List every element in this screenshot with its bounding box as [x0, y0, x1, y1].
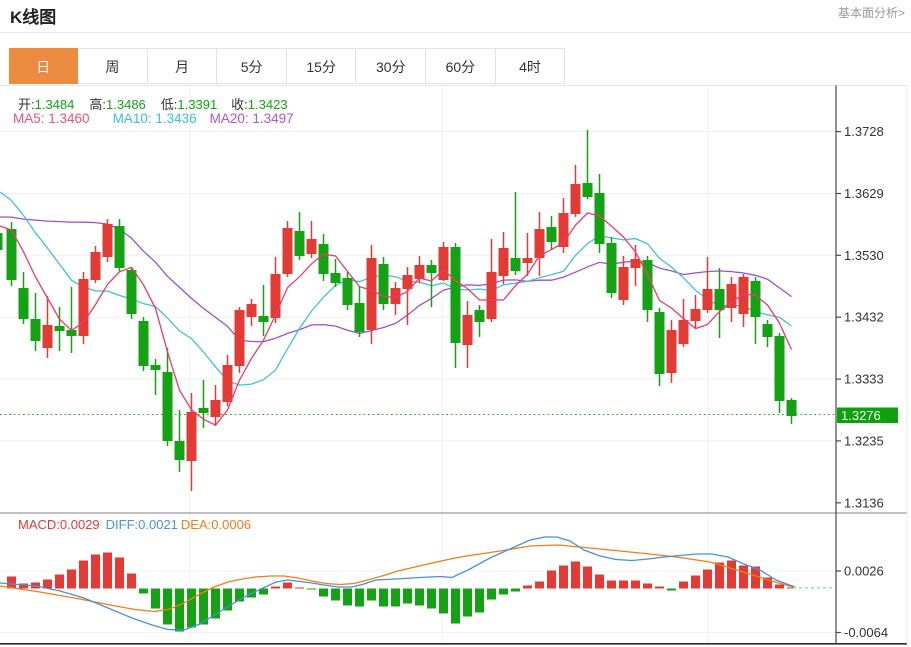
svg-text:1.3333: 1.3333	[844, 372, 884, 387]
svg-text:1.3432: 1.3432	[844, 310, 884, 325]
svg-text:1.3235: 1.3235	[844, 433, 884, 448]
svg-text:1.3530: 1.3530	[844, 248, 884, 263]
svg-text:1.3276: 1.3276	[841, 408, 881, 423]
svg-text:1.3728: 1.3728	[844, 124, 884, 139]
svg-text:1.3136: 1.3136	[844, 495, 884, 510]
svg-text:0.0026: 0.0026	[844, 564, 884, 579]
svg-text:-0.0064: -0.0064	[844, 625, 888, 640]
svg-text:1.3629: 1.3629	[844, 186, 884, 201]
